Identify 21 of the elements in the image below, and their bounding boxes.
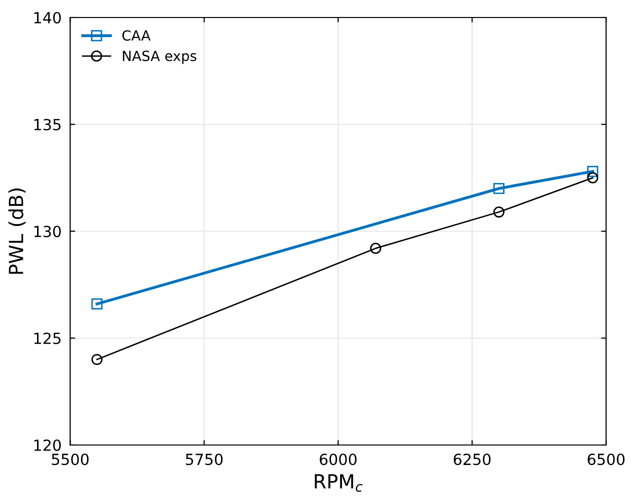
y-tick-label: 125 xyxy=(34,332,61,344)
point xyxy=(370,242,382,254)
y-tick-label: 120 xyxy=(34,439,61,452)
legend-label: CAA xyxy=(122,30,151,41)
x-tick-label: 6000 xyxy=(320,454,357,466)
point xyxy=(91,354,103,366)
y-axis-title: PWL (dB) xyxy=(8,188,26,274)
point xyxy=(587,172,598,184)
x-tick-label: 5750 xyxy=(186,454,223,466)
x-tick-label: 6250 xyxy=(454,454,491,466)
x-axis-title: RPM$_{c}$ xyxy=(314,474,362,492)
x-tick-label: 6500 xyxy=(588,454,625,466)
point xyxy=(493,182,504,194)
y-tick-label: 135 xyxy=(34,118,61,130)
y-tick-label: 140 xyxy=(34,12,61,24)
point xyxy=(91,298,103,310)
point xyxy=(493,206,504,218)
x-tick-label: 5500 xyxy=(52,454,89,466)
y-tick-label: 130 xyxy=(34,226,61,238)
legend-label: NASA exps xyxy=(122,50,196,64)
point xyxy=(587,166,598,177)
